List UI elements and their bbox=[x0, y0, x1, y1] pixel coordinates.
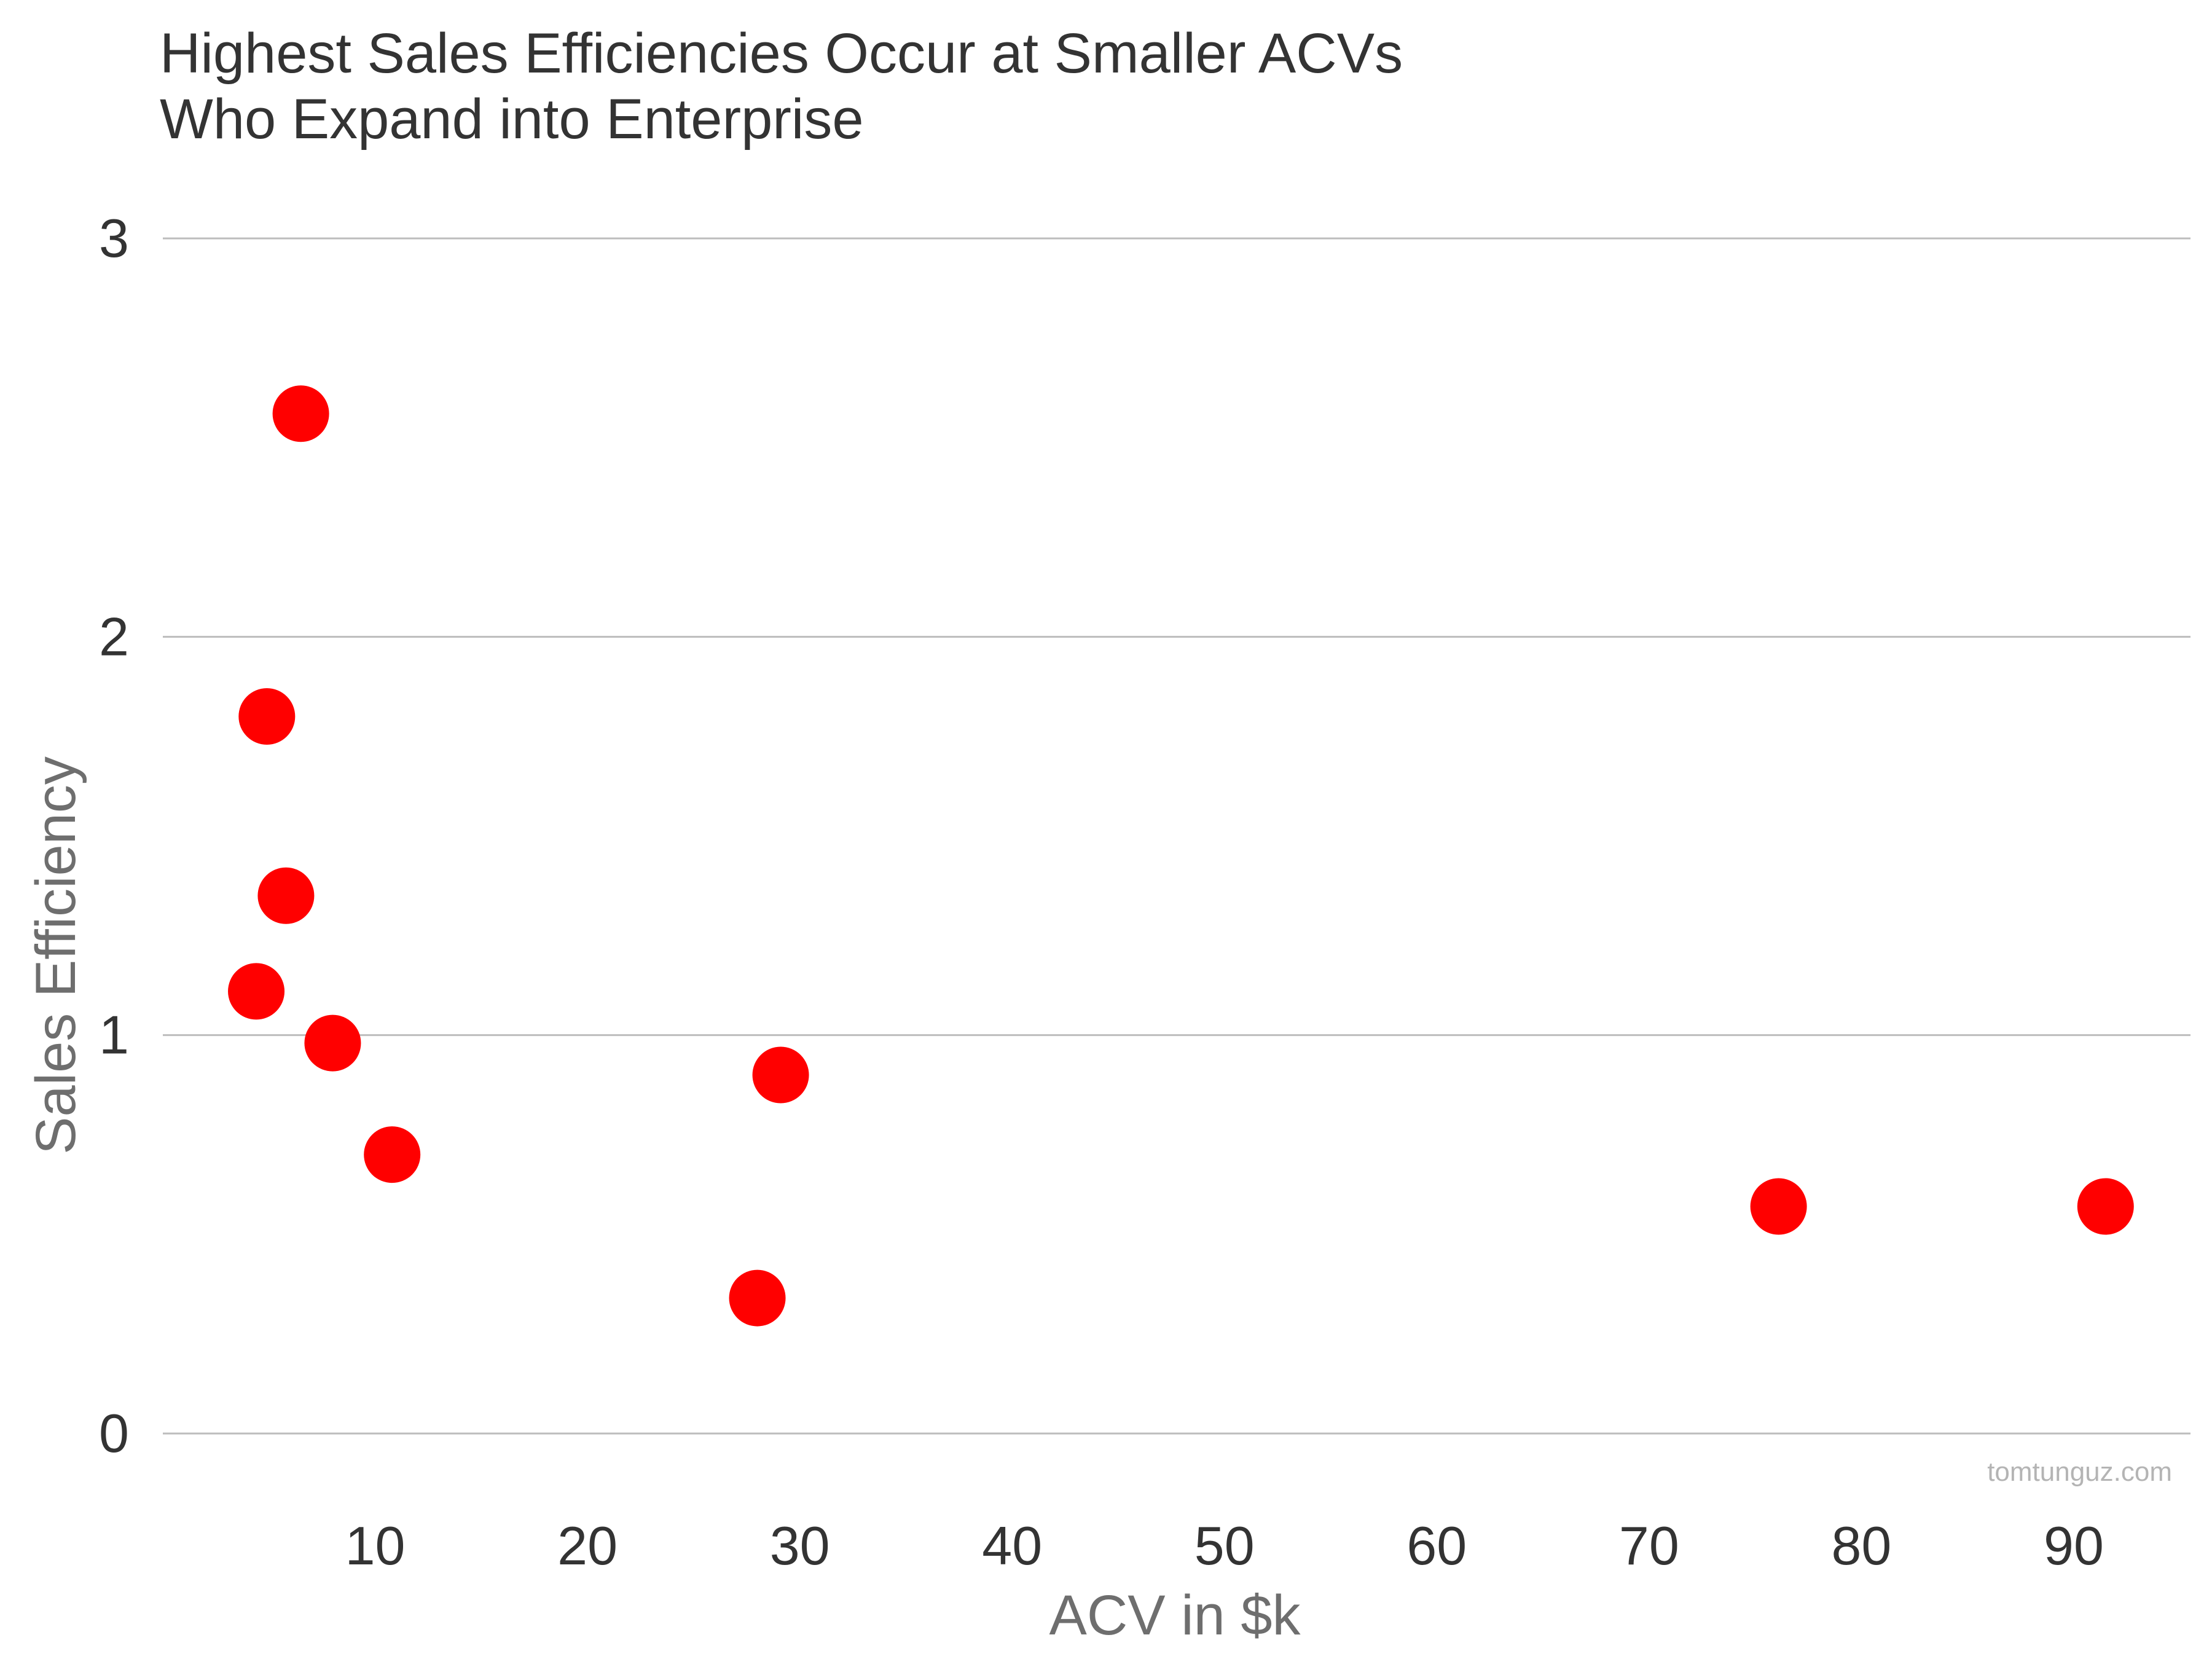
x-tick-label: 30 bbox=[770, 1515, 830, 1576]
data-point bbox=[257, 867, 315, 924]
y-tick-label: 1 bbox=[99, 1005, 129, 1065]
y-tick-label: 2 bbox=[99, 606, 129, 667]
x-tick-label: 40 bbox=[982, 1515, 1042, 1576]
y-axis-label: Sales Efficiency bbox=[25, 756, 87, 1155]
y-tick-label: 3 bbox=[99, 208, 129, 269]
x-axis-label: ACV in $k bbox=[1049, 1584, 1301, 1647]
x-tick-label: 20 bbox=[557, 1515, 618, 1576]
y-axis-ticks: 0 1 2 3 bbox=[99, 208, 129, 1464]
x-tick-label: 80 bbox=[1831, 1515, 1891, 1576]
y-tick-label: 0 bbox=[99, 1403, 129, 1464]
data-point bbox=[364, 1126, 421, 1183]
data-point bbox=[1750, 1178, 1807, 1235]
x-tick-label: 10 bbox=[345, 1515, 406, 1576]
data-point bbox=[729, 1269, 786, 1327]
data-point bbox=[304, 1014, 361, 1072]
data-point bbox=[272, 385, 329, 442]
x-tick-label: 70 bbox=[1619, 1515, 1679, 1576]
data-point bbox=[238, 688, 296, 745]
x-tick-label: 60 bbox=[1406, 1515, 1467, 1576]
data-point bbox=[2077, 1178, 2134, 1235]
chart-title-line-2: Who Expand into Enterprise bbox=[160, 88, 864, 151]
data-point bbox=[228, 963, 285, 1020]
chart-title-line-1: Highest Sales Efficiencies Occur at Smal… bbox=[160, 22, 1403, 85]
gridlines bbox=[163, 237, 2190, 1435]
x-tick-label: 90 bbox=[2044, 1515, 2104, 1576]
data-point bbox=[752, 1046, 809, 1104]
data-points bbox=[228, 385, 2134, 1327]
chart-title: Highest Sales Efficiencies Occur at Smal… bbox=[160, 22, 1403, 151]
source-credit: tomtunguz.com bbox=[1987, 1457, 2172, 1487]
x-axis-ticks: 10 20 30 40 50 60 70 80 90 bbox=[345, 1515, 2104, 1576]
x-tick-label: 50 bbox=[1194, 1515, 1255, 1576]
